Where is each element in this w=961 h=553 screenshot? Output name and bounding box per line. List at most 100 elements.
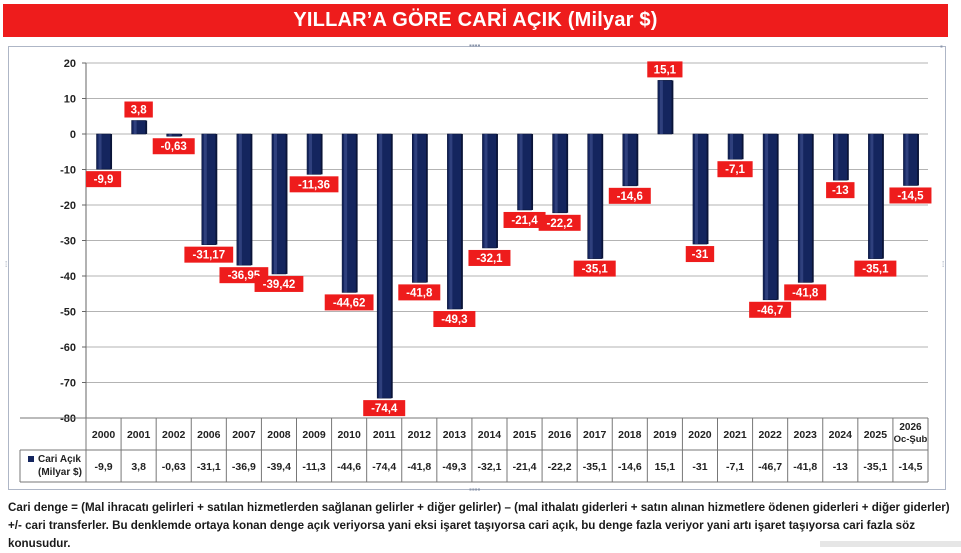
footnote-text: Cari denge = (Mal ihracatı gelirleri + s… xyxy=(8,501,950,550)
data-label: -41,8 xyxy=(406,287,433,299)
data-label-box xyxy=(124,101,153,118)
x-tick-label: 2001 xyxy=(127,429,151,441)
table-value: -22,2 xyxy=(548,461,572,473)
table-value: -31 xyxy=(692,461,707,473)
bar-highlight xyxy=(519,134,523,210)
x-tick-label: 2022 xyxy=(758,429,782,441)
data-label-box xyxy=(854,260,897,277)
data-label-box xyxy=(784,284,827,301)
table-value: -13 xyxy=(833,461,848,473)
bar-highlight xyxy=(168,134,172,137)
x-tick-label: 2011 xyxy=(373,429,396,441)
chart-frame[interactable]: ▪▪▪▪ ▪▪▪▪ ⁞ ⁞ ▪ xyxy=(5,42,946,494)
x-tick-label: 2025 xyxy=(864,429,888,441)
bar-highlight xyxy=(730,134,734,160)
data-label-box xyxy=(889,187,932,204)
bar-highlight xyxy=(273,134,277,274)
bar-highlight xyxy=(98,134,102,170)
data-label: -74,4 xyxy=(371,403,398,415)
data-label: -9,9 xyxy=(94,174,114,186)
table-value: -44,6 xyxy=(337,461,361,473)
bar-highlight xyxy=(870,134,874,259)
table-value: -9,9 xyxy=(94,461,112,473)
data-label-box xyxy=(363,400,406,417)
data-label: -14,5 xyxy=(897,190,924,202)
y-tick-label: -20 xyxy=(60,200,76,212)
bar-highlight xyxy=(659,80,663,134)
y-tick-label: -70 xyxy=(60,378,76,390)
resize-handle-top[interactable]: ▪▪▪▪ xyxy=(469,41,481,50)
bar-highlight xyxy=(765,134,769,300)
bar-highlight xyxy=(589,134,593,259)
data-label: -36,95 xyxy=(228,270,261,282)
data-label-box xyxy=(254,275,304,292)
y-tick-label: -60 xyxy=(60,342,76,354)
resize-handle-bottom[interactable]: ▪▪▪▪ xyxy=(469,485,481,494)
bar-highlight xyxy=(133,120,137,134)
table-value: -32,1 xyxy=(477,461,501,473)
data-label: -35,1 xyxy=(862,264,889,276)
y-tick-label: -40 xyxy=(60,271,76,283)
y-tick-label: -30 xyxy=(60,236,76,248)
data-label-box xyxy=(324,294,374,311)
x-tick-label: 2010 xyxy=(337,429,361,441)
data-label: -11,36 xyxy=(298,179,330,191)
resize-handle-left[interactable]: ⁞ xyxy=(5,260,8,269)
bar-highlight xyxy=(905,134,909,186)
y-tick-label: 20 xyxy=(64,58,76,70)
bar-highlight xyxy=(694,134,698,245)
data-label-box xyxy=(184,246,234,263)
data-label-box xyxy=(573,260,616,277)
table-value: -41,8 xyxy=(407,461,431,473)
data-label: -0,63 xyxy=(161,141,187,153)
bar-highlight xyxy=(309,134,313,175)
data-label-box xyxy=(289,176,339,193)
x-tick-label-sub: Oc-Şub xyxy=(894,434,928,445)
x-tick-label: 2006 xyxy=(197,429,221,441)
x-tick-label: 2023 xyxy=(794,429,818,441)
table-value: -14,5 xyxy=(898,461,922,473)
x-tick-label: 2013 xyxy=(443,429,467,441)
data-label-box xyxy=(152,138,195,155)
data-label-box xyxy=(538,214,581,231)
x-tick-label: 2020 xyxy=(688,429,712,441)
data-label: -14,6 xyxy=(617,191,643,203)
data-label: -13 xyxy=(832,185,849,197)
bar-highlight xyxy=(414,134,418,283)
resize-handle-right[interactable]: ⁞ xyxy=(942,260,945,269)
x-tick-label: 2016 xyxy=(548,429,572,441)
table-value: -14,6 xyxy=(618,461,642,473)
bar-highlight xyxy=(238,134,242,266)
table-value: -49,3 xyxy=(442,461,466,473)
table-value: 15,1 xyxy=(655,461,676,473)
data-label: 3,8 xyxy=(131,105,148,117)
x-tick-label: 2015 xyxy=(513,429,537,441)
data-label: -39,42 xyxy=(263,279,296,291)
bar-highlight xyxy=(554,134,558,213)
data-label-box xyxy=(685,246,715,263)
bar-highlight xyxy=(484,134,488,248)
x-tick-label: 2000 xyxy=(92,429,116,441)
table-value: -74,4 xyxy=(372,461,396,473)
y-tick-label: 10 xyxy=(64,94,76,106)
table-value: -31,1 xyxy=(197,461,221,473)
legend-label-unit: (Milyar $) xyxy=(38,467,82,478)
window-edge xyxy=(820,541,961,547)
x-tick-label: 2002 xyxy=(162,429,186,441)
resize-handle-topright[interactable]: ▪ xyxy=(940,42,943,51)
y-tick-label: -10 xyxy=(60,165,76,177)
y-tick-label: -50 xyxy=(60,307,76,319)
data-label: -7,1 xyxy=(725,164,745,176)
data-label: -49,3 xyxy=(441,314,467,326)
bar-highlight xyxy=(203,134,207,245)
data-label: -31,17 xyxy=(192,250,225,262)
data-label: -41,8 xyxy=(792,287,819,299)
data-label: 15,1 xyxy=(654,64,677,76)
table-value: -36,9 xyxy=(232,461,256,473)
table-value: -0,63 xyxy=(162,461,186,473)
data-label-box xyxy=(398,284,441,301)
table-value: 3,8 xyxy=(131,461,146,473)
data-label-box xyxy=(717,161,753,178)
table-value: -35,1 xyxy=(863,461,887,473)
bar-highlight xyxy=(449,134,453,310)
